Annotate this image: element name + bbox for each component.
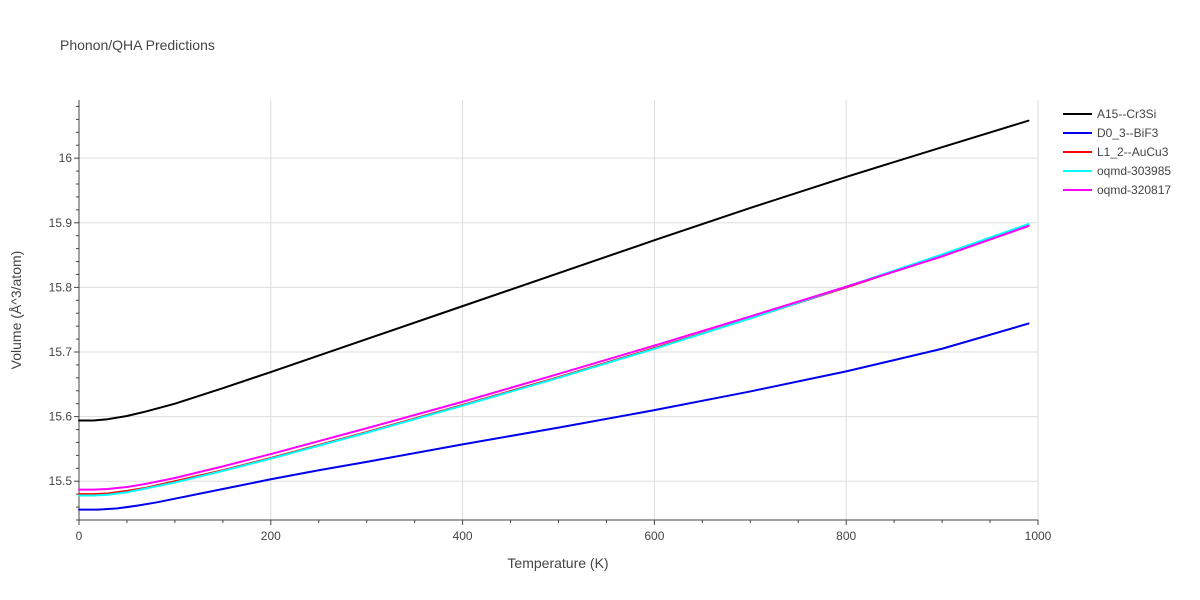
series-line-L1_2--AuCu3: [78, 225, 1030, 496]
legend: A15--Cr3Si D0_3--BiF3 L1_2--AuCu3 oqmd-3039…: [1063, 107, 1171, 197]
y-tick-label: 15.9: [49, 216, 73, 230]
series-line-oqmd-320817: [78, 225, 1030, 491]
series-line-oqmd-303985: [78, 223, 1030, 497]
legend-label: L1_2--AuCu3: [1097, 145, 1169, 159]
legend-label: A15--Cr3Si: [1097, 107, 1156, 121]
x-axis-title: Temperature (K): [507, 555, 608, 571]
x-tick-label: 200: [261, 529, 281, 543]
y-tick-label: 15.5: [49, 474, 73, 488]
legend-item[interactable]: A15--Cr3Si: [1063, 107, 1156, 121]
legend-item[interactable]: D0_3--BiF3: [1063, 126, 1159, 140]
legend-item[interactable]: oqmd-303985: [1063, 164, 1171, 178]
x-tick-label: 600: [644, 529, 664, 543]
x-tick-label: 800: [836, 529, 856, 543]
y-tick-label: 15.7: [49, 345, 73, 359]
y-tick-label: 15.8: [49, 280, 73, 294]
y-axis-title: Volume (Å^3/atom): [8, 251, 24, 370]
legend-label: oqmd-303985: [1097, 164, 1171, 178]
x-tick-label: 400: [453, 529, 473, 543]
chart-title: Phonon/QHA Predictions: [60, 37, 215, 53]
y-ticks: 15.5 15.6 15.7 15.8 15.9 16: [49, 105, 79, 521]
plot-area: [78, 119, 1030, 511]
x-ticks: 0 200 400 600 800 1000: [76, 520, 1052, 543]
legend-item[interactable]: oqmd-320817: [1063, 183, 1171, 197]
x-tick-label: 0: [76, 529, 83, 543]
y-tick-label: 15.6: [49, 410, 73, 424]
series-line-D0_3--BiF3: [78, 322, 1030, 511]
gridlines: [79, 100, 1039, 520]
x-tick-label: 1000: [1025, 529, 1052, 543]
y-tick-label: 16: [59, 151, 73, 165]
legend-label: oqmd-320817: [1097, 183, 1171, 197]
legend-label: D0_3--BiF3: [1097, 126, 1159, 140]
series-line-A15--Cr3Si: [78, 119, 1030, 422]
legend-item[interactable]: L1_2--AuCu3: [1063, 145, 1169, 159]
